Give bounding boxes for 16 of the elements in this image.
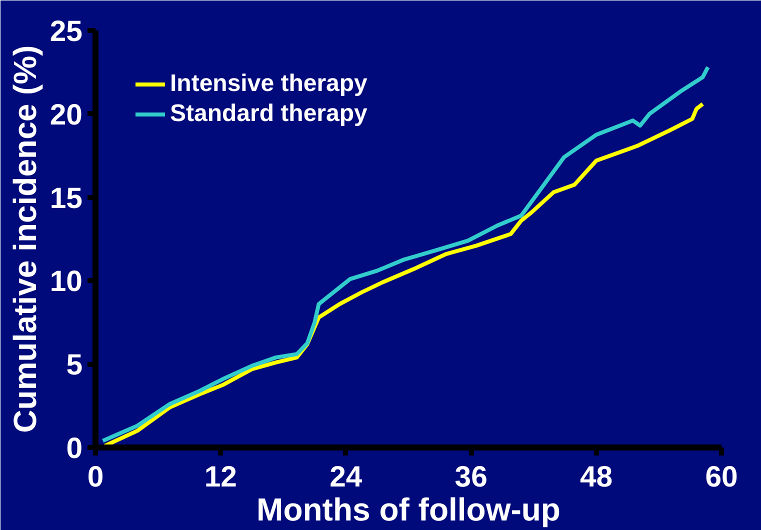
x-tick-label: 12 <box>204 460 238 494</box>
legend-label: Standard therapy <box>170 100 368 128</box>
x-tick-label: 60 <box>705 460 738 494</box>
x-tick-label: 24 <box>330 460 363 494</box>
y-tick-label: 10 <box>50 265 83 298</box>
y-tick-label: 25 <box>50 15 83 48</box>
y-tick-label: 0 <box>66 432 82 465</box>
x-axis-title: Months of follow-up <box>256 492 560 528</box>
x-tick-label: 48 <box>580 460 613 494</box>
y-tick-label: 20 <box>50 98 83 132</box>
y-tick-label: 15 <box>50 182 83 215</box>
y-axis-title: Cumulative incidence (%) <box>6 45 43 433</box>
legend-label: Intensive therapy <box>170 70 368 98</box>
y-tick-label: 5 <box>66 348 82 382</box>
x-tick-label: 0 <box>87 460 104 494</box>
x-tick-label: 36 <box>454 460 488 494</box>
